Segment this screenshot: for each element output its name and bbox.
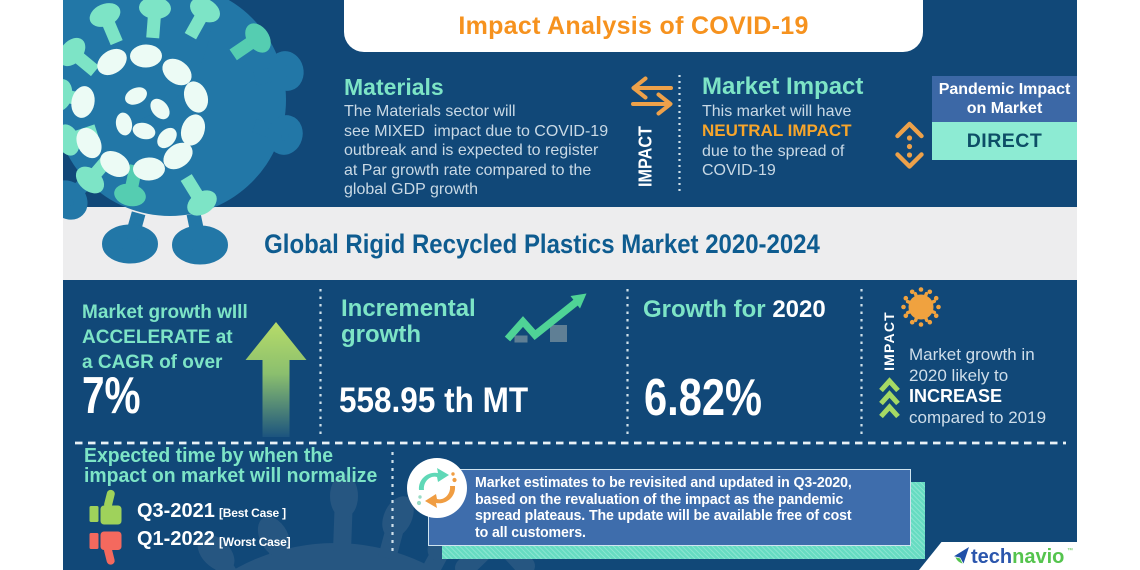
svg-text:technavio: technavio <box>971 546 1064 568</box>
svg-text:™: ™ <box>1067 547 1073 554</box>
